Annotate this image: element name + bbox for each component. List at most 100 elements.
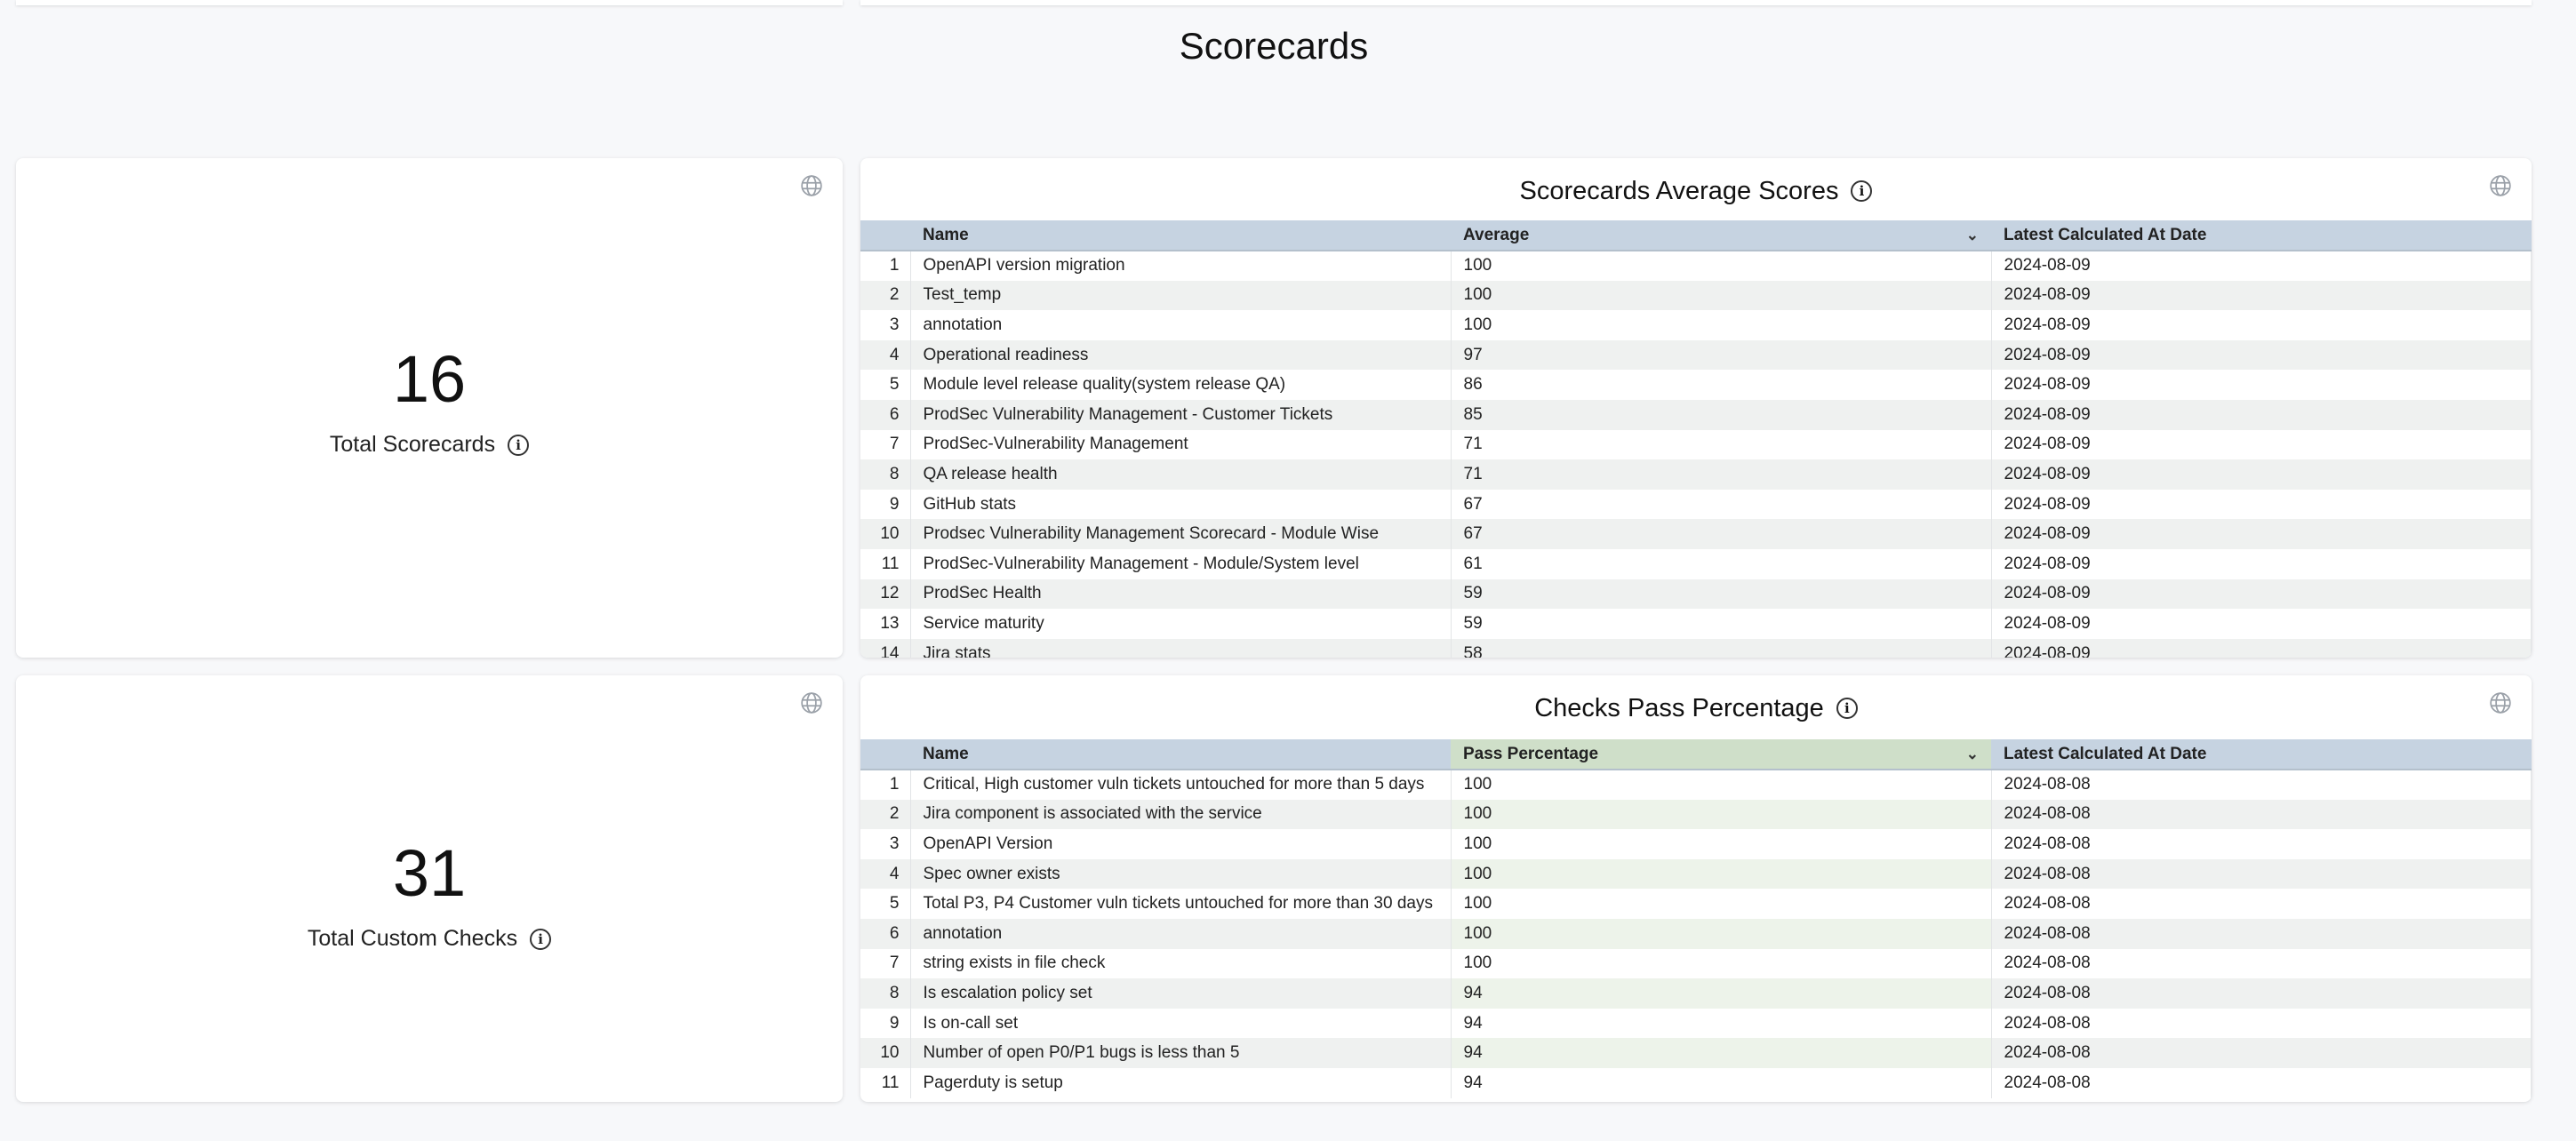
column-header-name[interactable]: Name (910, 220, 1451, 251)
row-number: 10 (860, 519, 911, 549)
date-cell: 2024-08-09 (1991, 578, 2532, 610)
column-header-date[interactable]: Latest Calculated At Date (1991, 739, 2532, 770)
value-cell: 58 (1451, 638, 1992, 658)
date-cell: 2024-08-08 (1991, 1038, 2532, 1068)
row-number: 11 (860, 1067, 911, 1098)
value-cell: 100 (1451, 889, 1992, 919)
info-icon[interactable]: i (1851, 180, 1873, 202)
value-cell: 59 (1451, 578, 1992, 610)
date-cell: 2024-08-09 (1991, 251, 2532, 281)
total-scorecards-card: 16 Total Scorecards i (16, 158, 843, 658)
table-row[interactable]: 7 string exists in file check 100 2024-08-0… (860, 948, 2532, 979)
row-number: 5 (860, 370, 911, 400)
average-scores-table: Name Average ⌄ Latest Calculated At Date … (860, 220, 2532, 658)
name-cell: Critical, High customer vuln tickets unt… (910, 770, 1452, 800)
row-number: 11 (860, 548, 911, 579)
chevron-down-icon[interactable]: ⌄ (1965, 746, 1979, 762)
row-number: 4 (860, 339, 911, 371)
stat-value: 16 (392, 342, 467, 416)
name-cell: Operational readiness (910, 339, 1452, 371)
table-row[interactable]: 5 Total P3, P4 Customer vuln tickets unto… (860, 889, 2532, 919)
value-cell: 85 (1451, 399, 1992, 430)
info-icon[interactable]: i (530, 928, 552, 950)
name-cell: Jira stats (910, 638, 1452, 658)
column-header-name[interactable]: Name (910, 739, 1451, 770)
card-title: Checks Pass Percentage (1534, 693, 1824, 722)
table-row[interactable]: 6 ProdSec Vulnerability Management - Cust… (860, 399, 2532, 430)
stat-label: Total Custom Checks (307, 926, 518, 951)
table-row[interactable]: 11 ProdSec-Vulnerability Management - Mod… (860, 548, 2532, 579)
globe-icon[interactable] (800, 174, 823, 197)
value-cell: 100 (1451, 251, 1992, 281)
row-number: 5 (860, 889, 911, 919)
date-cell: 2024-08-08 (1991, 948, 2532, 979)
table-row[interactable]: 1 Critical, High customer vuln tickets un… (860, 770, 2532, 800)
table-row[interactable]: 4 Operational readiness 97 2024-08-09 (860, 339, 2532, 371)
table-row[interactable]: 11 Pagerduty is setup 94 2024-08-08 (860, 1067, 2532, 1098)
column-header-label: Average (1463, 225, 1530, 244)
value-cell: 100 (1451, 948, 1992, 979)
row-number: 9 (860, 489, 911, 520)
row-number: 13 (860, 609, 911, 639)
globe-icon[interactable] (2489, 174, 2512, 197)
stat-label: Total Scorecards (329, 432, 496, 457)
row-number: 2 (860, 280, 911, 311)
table-row[interactable]: 12 ProdSec Health 59 2024-08-09 (860, 578, 2532, 610)
table-row[interactable]: 9 Is on-call set 94 2024-08-08 (860, 1008, 2532, 1039)
date-cell: 2024-08-09 (1991, 489, 2532, 520)
value-cell: 61 (1451, 548, 1992, 579)
row-number: 14 (860, 638, 911, 658)
name-cell: Is escalation policy set (910, 978, 1452, 1009)
card-title: Scorecards Average Scores (1519, 176, 1839, 205)
globe-icon[interactable] (800, 691, 823, 714)
date-cell: 2024-08-09 (1991, 370, 2532, 400)
date-cell: 2024-08-09 (1991, 548, 2532, 579)
table-row[interactable]: 1 OpenAPI version migration 100 2024-08-09 (860, 251, 2532, 281)
chevron-down-icon[interactable]: ⌄ (1965, 227, 1979, 243)
pass-percentage-table: Name Pass Percentage ⌄ Latest Calculated … (860, 739, 2532, 1098)
date-cell: 2024-08-08 (1991, 889, 2532, 919)
row-number: 7 (860, 948, 911, 979)
column-header-pass-percentage[interactable]: Pass Percentage ⌄ (1451, 739, 1991, 770)
name-cell: Spec owner exists (910, 858, 1452, 890)
stat-value: 31 (392, 836, 467, 910)
globe-icon[interactable] (2489, 691, 2512, 714)
column-header-average[interactable]: Average ⌄ (1451, 220, 1991, 251)
table-row[interactable]: 8 Is escalation policy set 94 2024-08-08 (860, 978, 2532, 1009)
row-number: 4 (860, 858, 911, 890)
table-row[interactable]: 8 QA release health 71 2024-08-09 (860, 459, 2532, 490)
column-header-date[interactable]: Latest Calculated At Date (1991, 220, 2532, 251)
table-row[interactable]: 10 Number of open P0/P1 bugs is less than… (860, 1038, 2532, 1068)
name-cell: ProdSec Vulnerability Management - Custo… (910, 399, 1452, 430)
name-cell: annotation (910, 310, 1452, 340)
name-cell: OpenAPI version migration (910, 251, 1452, 281)
table-row[interactable]: 3 annotation 100 2024-08-09 (860, 310, 2532, 340)
date-cell: 2024-08-08 (1991, 799, 2532, 830)
table-row[interactable]: 6 annotation 100 2024-08-08 (860, 918, 2532, 949)
info-icon[interactable]: i (508, 434, 530, 456)
table-row[interactable]: 13 Service maturity 59 2024-08-09 (860, 609, 2532, 639)
row-number: 10 (860, 1038, 911, 1068)
table-row[interactable]: 3 OpenAPI Version 100 2024-08-08 (860, 829, 2532, 859)
name-cell: Test_temp (910, 280, 1452, 311)
date-cell: 2024-08-09 (1991, 519, 2532, 549)
table-row[interactable]: 14 Jira stats 58 2024-08-09 (860, 638, 2532, 658)
row-number: 12 (860, 578, 911, 610)
value-cell: 100 (1451, 799, 1992, 830)
table-row[interactable]: 7 ProdSec-Vulnerability Management 71 2024-… (860, 429, 2532, 460)
table-row[interactable]: 5 Module level release quality(system rel… (860, 370, 2532, 400)
name-cell: Pagerduty is setup (910, 1067, 1452, 1098)
row-number: 3 (860, 310, 911, 340)
value-cell: 100 (1451, 770, 1992, 800)
table-row[interactable]: 2 Test_temp 100 2024-08-09 (860, 280, 2532, 311)
row-number: 6 (860, 918, 911, 949)
table-row[interactable]: 9 GitHub stats 67 2024-08-09 (860, 489, 2532, 520)
table-row[interactable]: 2 Jira component is associated with the s… (860, 799, 2532, 830)
info-icon[interactable]: i (1836, 698, 1858, 719)
pass-percentage-card: Checks Pass Percentage i Name Pass Percen… (860, 675, 2532, 1102)
date-cell: 2024-08-08 (1991, 1067, 2532, 1098)
table-row[interactable]: 4 Spec owner exists 100 2024-08-08 (860, 858, 2532, 890)
table-row[interactable]: 10 Prodsec Vulnerability Management Score… (860, 519, 2532, 549)
row-number: 7 (860, 429, 911, 460)
value-cell: 94 (1451, 1008, 1992, 1039)
